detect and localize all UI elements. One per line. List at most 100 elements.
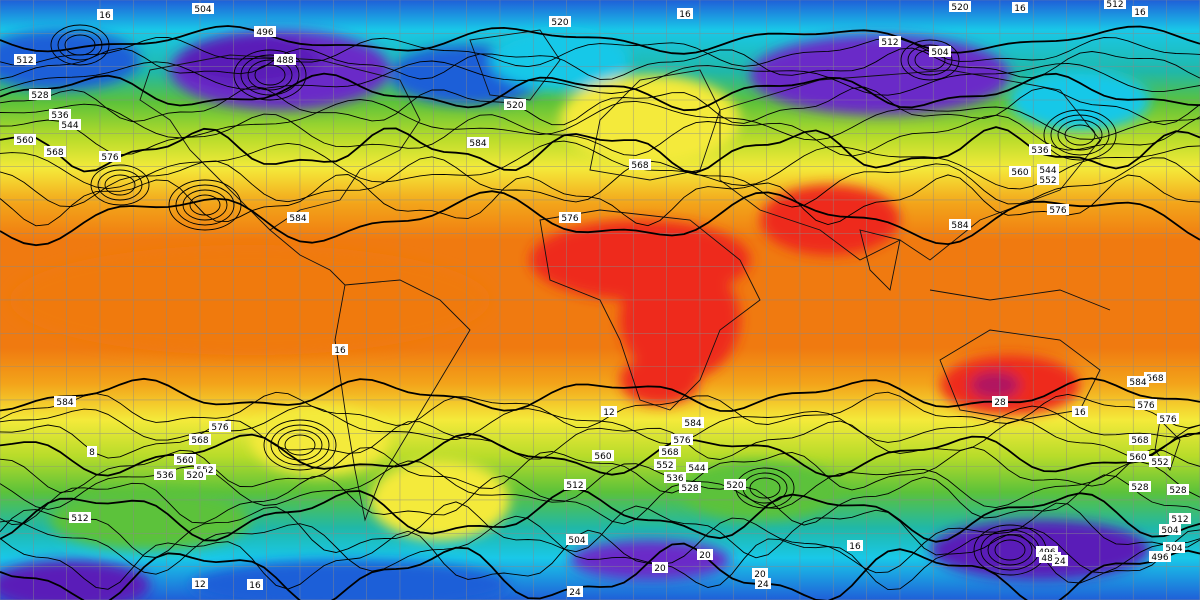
- contour-label-text: 8: [89, 448, 95, 458]
- contour-closed: [907, 44, 953, 76]
- contour-label-text: 504: [194, 5, 211, 15]
- contour-line: [0, 113, 1200, 157]
- contour-label-text: 20: [754, 570, 766, 580]
- contour-label: 24: [755, 578, 771, 590]
- contour-label-box: [504, 99, 526, 110]
- contour-label-text: 536: [666, 474, 683, 484]
- contour-closed: [277, 429, 323, 461]
- contour-label-text: 528: [1169, 486, 1186, 496]
- contour-label-text: 576: [211, 423, 228, 433]
- contour-label: 504: [192, 3, 214, 15]
- contour-label-box: [659, 446, 681, 457]
- contour-label: 576: [559, 212, 581, 224]
- contour-line: [0, 487, 1200, 543]
- coast-australia: [939, 329, 1101, 421]
- contour-label-text: 512: [71, 514, 88, 524]
- contour-label: 496: [1149, 551, 1171, 563]
- contour-label-box: [1163, 542, 1185, 553]
- contour-label-box: [44, 146, 66, 157]
- contour-label: 560: [1127, 451, 1149, 463]
- contour-label-text: 512: [881, 38, 898, 48]
- contour-line: [0, 432, 1200, 478]
- contour-label: 520: [724, 479, 746, 491]
- contour-label-box: [1167, 484, 1189, 495]
- contour-label-box: [679, 482, 701, 493]
- contour-label-box: [564, 479, 586, 490]
- contour-label-box: [1036, 546, 1058, 557]
- contour-label: 536: [154, 469, 176, 481]
- contour-closed: [182, 189, 228, 221]
- contour-label-box: [1012, 2, 1028, 13]
- contour-label-box: [59, 119, 81, 130]
- contour-label: 576: [1135, 399, 1157, 411]
- contour-label: 568: [629, 159, 651, 171]
- contour-label: 20: [652, 562, 668, 574]
- contour-label-text: 24: [757, 580, 769, 590]
- contour-closed: [284, 434, 316, 456]
- contour-label-text: 16: [1074, 408, 1086, 418]
- contour-label: 544: [1037, 164, 1059, 176]
- contour-label-text: 584: [469, 139, 486, 149]
- contour-label: 16: [847, 540, 863, 552]
- contour-closed: [900, 39, 960, 81]
- contour-label: 584: [287, 212, 309, 224]
- coast-central-america: [269, 229, 346, 286]
- contour-label: 20: [697, 549, 713, 561]
- contour-label-text: 496: [1151, 553, 1168, 563]
- contour-line: [0, 501, 1200, 559]
- contour-label-text: 560: [1129, 453, 1146, 463]
- coast-india: [859, 229, 901, 291]
- coast-asia: [719, 69, 1101, 261]
- contour-line: [0, 36, 1200, 68]
- contour-label-text: 528: [31, 91, 48, 101]
- contour-label-text: 584: [684, 419, 701, 429]
- contour-label: 488: [1039, 552, 1061, 564]
- contour-label-box: [1129, 434, 1151, 445]
- contour-label-text: 568: [191, 436, 208, 446]
- contour-label-box: [671, 434, 693, 445]
- contour-label: 536: [664, 472, 686, 484]
- contour-label-box: [54, 396, 76, 407]
- contour-label-box: [1159, 524, 1181, 535]
- contour-label-text: 544: [688, 464, 705, 474]
- contour-label-box: [682, 417, 704, 428]
- contour-closed: [1043, 109, 1117, 161]
- shade-lime-europe: [560, 75, 740, 165]
- contour-label-box: [1052, 555, 1068, 566]
- contour-label: 528: [1167, 484, 1189, 496]
- contour-label-text: 560: [1011, 168, 1028, 178]
- contour-label: 16: [1012, 2, 1028, 14]
- contour-label: 16: [332, 344, 348, 356]
- contour-label: 552: [1149, 456, 1171, 468]
- contour-label-text: 12: [194, 580, 205, 590]
- contour-closed: [97, 169, 143, 201]
- contour-label-box: [274, 54, 296, 65]
- coast-new-zealand: [1154, 419, 1181, 471]
- contour-label: 576: [1047, 204, 1069, 216]
- contour-closed: [240, 54, 300, 96]
- contour-line: [0, 72, 1200, 112]
- contour-closed: [90, 164, 150, 206]
- contour-label-box: [287, 212, 309, 223]
- contour-label-text: 544: [61, 121, 78, 131]
- contour-label: 16: [1072, 406, 1088, 418]
- contour-line: [0, 140, 1200, 190]
- contour-label-text: 584: [951, 221, 968, 231]
- contour-closed: [168, 179, 242, 231]
- contour-line: [0, 474, 1200, 526]
- contour-line: [0, 174, 1200, 227]
- contour-label-box: [1169, 513, 1191, 524]
- contour-label-text: 512: [16, 56, 33, 66]
- contour-label-box: [69, 512, 91, 523]
- contour-closed: [104, 174, 136, 196]
- contour-label: 576: [99, 151, 121, 163]
- contour-label: 584: [467, 137, 489, 149]
- contour-label-box: [1009, 166, 1031, 177]
- contour-label-box: [1144, 372, 1166, 383]
- contour-label-box: [332, 344, 348, 355]
- contour-line: [0, 391, 1200, 429]
- contour-label: 12: [601, 406, 617, 418]
- contour-label-text: 496: [256, 28, 273, 38]
